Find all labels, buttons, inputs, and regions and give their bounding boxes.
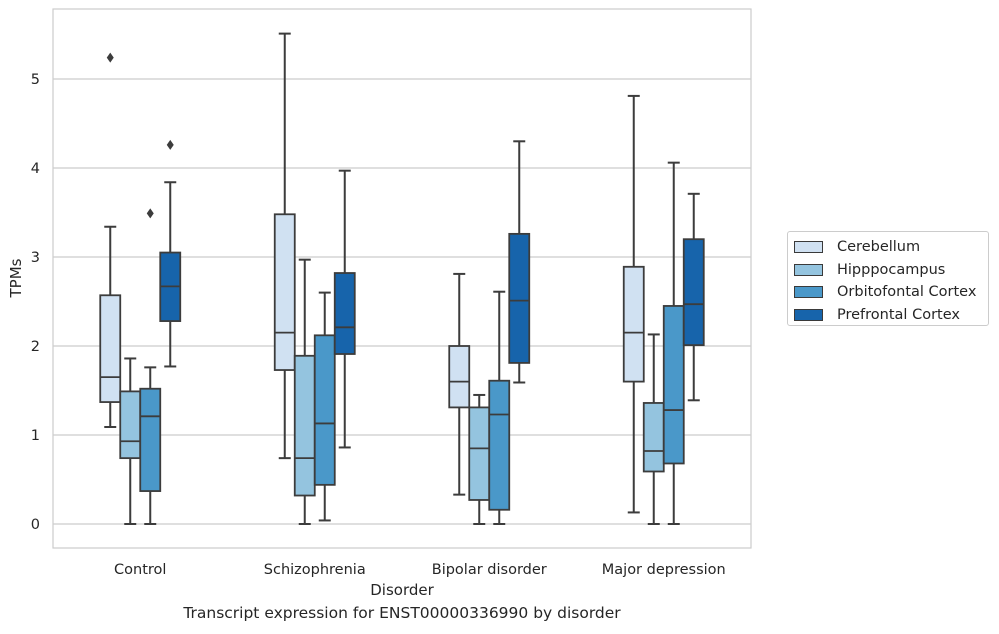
legend-item: Hipppocampus	[794, 259, 988, 282]
outlier-point	[146, 208, 154, 219]
legend-label: Prefrontal Cortex	[837, 307, 960, 324]
y-axis-label: TPMs	[7, 258, 25, 298]
box-body	[488, 379, 511, 511]
legend: Cerebellum Hipppocampus Orbitofontal Corte…	[787, 231, 989, 326]
x-tick-label: Bipolar disorder	[432, 562, 547, 578]
box-body	[622, 265, 645, 383]
y-tick-label: 5	[31, 72, 40, 88]
box-body	[273, 213, 296, 371]
box-2-0	[139, 208, 162, 525]
y-axis-ticks: 0 1 2 3 4 5	[31, 72, 40, 533]
x-axis-ticks: Control Schizophrenia Bipolar disorder Majo…	[114, 562, 726, 578]
box-body	[642, 402, 665, 473]
box-3-3	[682, 192, 705, 402]
box-2-3	[662, 161, 685, 525]
box-body	[313, 334, 336, 486]
box-3-0	[159, 139, 182, 368]
x-tick-label: Major depression	[602, 562, 726, 578]
legend-label: Orbitofontal Cortex	[837, 284, 977, 301]
legend-swatch	[794, 286, 823, 299]
box-body	[682, 238, 705, 347]
box-1-0	[119, 357, 142, 525]
y-tick-label: 1	[31, 428, 40, 444]
box-body	[139, 387, 162, 492]
box-3-1	[333, 169, 356, 449]
box-body	[333, 272, 356, 355]
outlier-point	[106, 52, 114, 63]
legend-swatch	[794, 309, 823, 322]
box-0-0	[99, 52, 122, 428]
box-body	[448, 345, 471, 409]
box-body	[662, 305, 685, 465]
legend-item: Cerebellum	[794, 236, 988, 259]
box-2-2	[488, 290, 511, 525]
box-body	[468, 406, 491, 501]
legend-item: Prefrontal Cortex	[794, 304, 988, 327]
box-series	[99, 32, 705, 525]
y-tick-label: 2	[31, 339, 40, 355]
y-tick-label: 0	[31, 517, 40, 533]
box-body	[508, 232, 531, 364]
box-body	[293, 354, 316, 497]
legend-item: Orbitofontal Cortex	[794, 281, 988, 304]
box-0-2	[448, 272, 471, 496]
legend-swatch	[794, 263, 823, 276]
box-0-3	[622, 94, 645, 514]
box-3-2	[508, 140, 531, 384]
box-body	[119, 390, 142, 460]
box-2-1	[313, 291, 336, 522]
y-tick-label: 4	[31, 161, 40, 177]
legend-label: Hipppocampus	[837, 261, 946, 278]
box-1-3	[642, 333, 665, 525]
legend-swatch	[794, 241, 823, 254]
box-0-1	[273, 32, 296, 460]
y-tick-label: 3	[31, 250, 40, 266]
figure-caption: Transcript expression for ENST0000033699…	[183, 604, 621, 622]
x-axis-label: Disorder	[370, 581, 434, 599]
x-tick-label: Schizophrenia	[264, 562, 366, 578]
x-tick-label: Control	[114, 562, 166, 578]
box-body	[99, 294, 122, 403]
legend-label: Cerebellum	[837, 239, 921, 256]
outlier-point	[166, 139, 174, 150]
